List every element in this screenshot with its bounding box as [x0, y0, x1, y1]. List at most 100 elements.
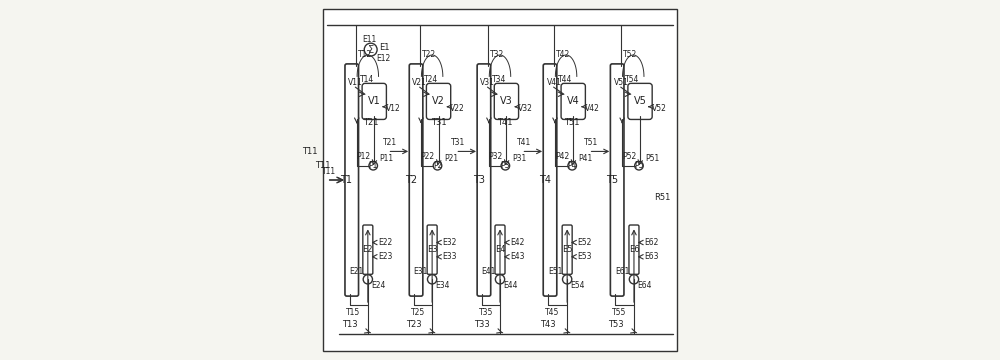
- Text: T32: T32: [490, 50, 504, 59]
- FancyBboxPatch shape: [561, 84, 585, 120]
- Text: P4: P4: [567, 161, 577, 170]
- Text: E3: E3: [427, 245, 437, 254]
- Circle shape: [433, 161, 442, 170]
- Text: E12: E12: [376, 54, 390, 63]
- Text: T35: T35: [479, 308, 493, 317]
- Text: E1: E1: [380, 43, 390, 52]
- FancyBboxPatch shape: [427, 225, 437, 274]
- Text: T31: T31: [451, 138, 465, 147]
- FancyBboxPatch shape: [345, 64, 359, 296]
- Text: T2: T2: [405, 175, 417, 185]
- Text: T11: T11: [302, 147, 318, 156]
- FancyBboxPatch shape: [477, 64, 491, 296]
- Text: T22: T22: [422, 50, 436, 59]
- Text: E61: E61: [615, 267, 630, 276]
- Text: P11: P11: [380, 154, 394, 163]
- Circle shape: [501, 161, 510, 170]
- Circle shape: [369, 161, 377, 170]
- Text: T31: T31: [431, 118, 446, 127]
- Text: E2: E2: [363, 245, 373, 254]
- Text: E64: E64: [638, 281, 652, 290]
- Text: P41: P41: [579, 154, 593, 163]
- FancyBboxPatch shape: [610, 64, 624, 296]
- Text: T12: T12: [358, 50, 372, 59]
- Text: T45: T45: [545, 308, 559, 317]
- Text: E24: E24: [371, 281, 386, 290]
- Text: E22: E22: [378, 238, 392, 247]
- Text: T51: T51: [564, 118, 580, 127]
- Text: E41: E41: [481, 267, 496, 276]
- Text: V21: V21: [412, 78, 427, 87]
- Text: T24: T24: [424, 76, 438, 85]
- Text: V41: V41: [547, 78, 562, 87]
- Text: P31: P31: [512, 154, 526, 163]
- Text: V31: V31: [480, 78, 495, 87]
- Text: V3: V3: [500, 96, 513, 107]
- Text: T41: T41: [517, 138, 531, 147]
- Text: E34: E34: [436, 281, 450, 290]
- Circle shape: [568, 161, 576, 170]
- Text: T54: T54: [625, 76, 639, 85]
- Text: T4: T4: [539, 175, 551, 185]
- Text: E6: E6: [629, 245, 639, 254]
- FancyBboxPatch shape: [362, 84, 386, 120]
- Text: V42: V42: [585, 104, 600, 113]
- Text: V5: V5: [634, 96, 646, 107]
- Text: P12: P12: [356, 152, 370, 161]
- Circle shape: [563, 275, 572, 284]
- Text: P21: P21: [444, 154, 458, 163]
- Text: E33: E33: [442, 252, 457, 261]
- Text: T34: T34: [492, 76, 506, 85]
- Text: T13: T13: [342, 320, 358, 329]
- Text: P32: P32: [488, 152, 503, 161]
- Text: P22: P22: [421, 152, 435, 161]
- Text: P5: P5: [634, 161, 644, 170]
- Text: E42: E42: [510, 238, 524, 247]
- FancyBboxPatch shape: [409, 64, 423, 296]
- Circle shape: [364, 43, 377, 56]
- Text: T43: T43: [540, 320, 556, 329]
- FancyBboxPatch shape: [323, 9, 677, 351]
- Text: E43: E43: [510, 252, 525, 261]
- Text: P52: P52: [622, 152, 636, 161]
- Text: T52: T52: [623, 50, 637, 59]
- Text: R51: R51: [654, 193, 671, 202]
- Text: E53: E53: [577, 252, 592, 261]
- FancyBboxPatch shape: [628, 84, 652, 120]
- FancyBboxPatch shape: [494, 84, 519, 120]
- FancyBboxPatch shape: [495, 225, 505, 274]
- Text: E54: E54: [571, 281, 585, 290]
- Text: V4: V4: [567, 96, 580, 107]
- Text: V12: V12: [386, 104, 400, 113]
- Circle shape: [635, 161, 643, 170]
- Text: T15: T15: [346, 308, 361, 317]
- Text: T25: T25: [411, 308, 425, 317]
- Text: T14: T14: [360, 76, 374, 85]
- Text: V51: V51: [614, 78, 629, 87]
- Circle shape: [363, 275, 372, 284]
- Text: T44: T44: [558, 76, 572, 85]
- Text: E44: E44: [504, 281, 518, 290]
- Circle shape: [495, 275, 505, 284]
- Text: T53: T53: [608, 320, 623, 329]
- Text: E21: E21: [349, 267, 364, 276]
- Text: T21: T21: [363, 118, 379, 127]
- Text: T33: T33: [474, 320, 490, 329]
- Text: P3: P3: [501, 161, 510, 170]
- Text: V2: V2: [432, 96, 445, 107]
- Text: P1: P1: [368, 161, 378, 170]
- Text: T5: T5: [606, 175, 618, 185]
- Text: E51: E51: [548, 267, 563, 276]
- Text: E23: E23: [378, 252, 392, 261]
- Text: E11: E11: [362, 35, 376, 44]
- Text: T3: T3: [473, 175, 485, 185]
- FancyBboxPatch shape: [363, 225, 373, 274]
- Text: E4: E4: [495, 245, 505, 254]
- Text: T41: T41: [497, 118, 513, 127]
- Text: T11: T11: [322, 167, 337, 176]
- Text: E63: E63: [644, 252, 658, 261]
- Text: T1: T1: [340, 175, 352, 185]
- Circle shape: [629, 275, 639, 284]
- Text: T55: T55: [612, 308, 626, 317]
- Text: V22: V22: [450, 104, 465, 113]
